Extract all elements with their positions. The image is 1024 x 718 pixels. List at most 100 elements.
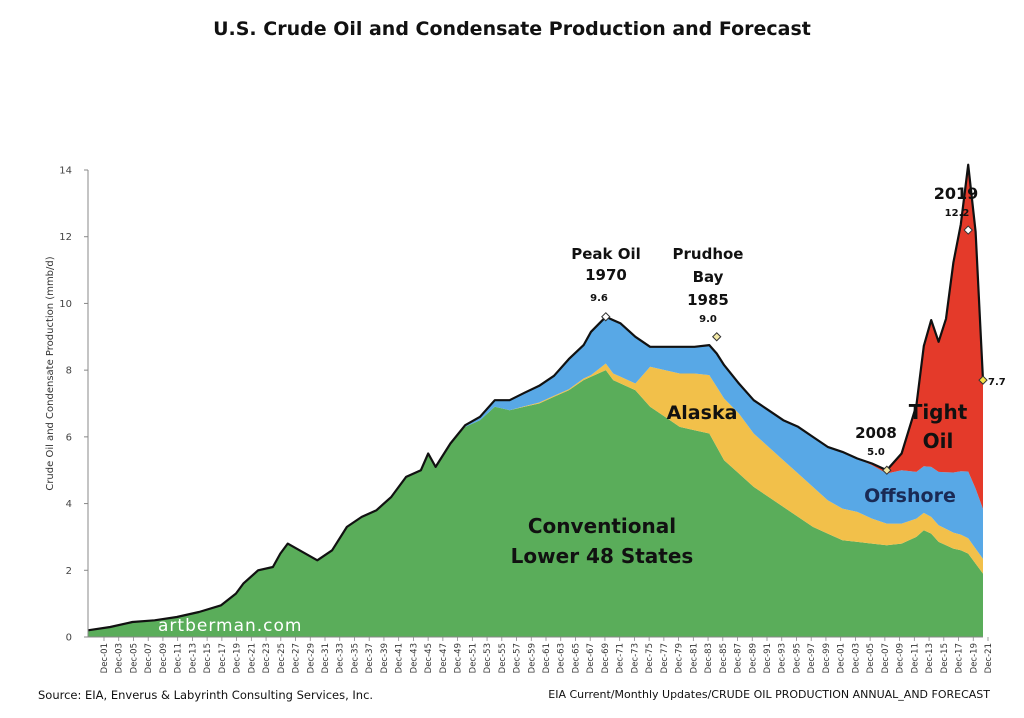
x-tick-label: Dec-01 xyxy=(100,643,110,673)
labels-layer: Peak Oil 1970 9.6 Prudhoe Bay 1985 9.0 2008 5.0 2… xyxy=(158,184,1006,636)
source-left: Source: EIA, Enverus & Labyrinth Consult… xyxy=(38,688,374,702)
x-tick-label: Dec-05 xyxy=(129,643,139,673)
watermark: artberman.com xyxy=(158,616,302,636)
marker-diamond xyxy=(601,312,611,322)
x-tick-label: Dec-99 xyxy=(822,643,832,673)
x-tick-label: Dec-07 xyxy=(881,643,891,673)
x-tick-label: Dec-75 xyxy=(645,643,655,673)
x-tick-label: Dec-01 xyxy=(837,643,847,673)
x-tick-label: Dec-71 xyxy=(616,643,626,673)
x-tick-label: Dec-11 xyxy=(174,643,184,673)
x-tick-label: Dec-51 xyxy=(468,643,478,673)
x-tick-label: Dec-77 xyxy=(660,643,670,673)
annotation-end-value: 7.7 xyxy=(988,377,1006,388)
x-tick-label: Dec-09 xyxy=(896,643,906,673)
x-tick-label: Dec-09 xyxy=(159,643,169,673)
source-right: EIA Current/Monthly Updates/CRUDE OIL PR… xyxy=(548,688,990,701)
x-tick-label: Dec-97 xyxy=(807,643,817,673)
x-tick-label: Dec-61 xyxy=(542,643,552,673)
x-tick-label: Dec-37 xyxy=(365,643,375,673)
x-tick-label: Dec-27 xyxy=(292,643,302,673)
x-tick-label: Dec-95 xyxy=(792,643,802,673)
y-tick-label: 2 xyxy=(66,566,72,577)
label-conventional-line1: Conventional xyxy=(528,514,676,538)
x-tick-label: Dec-67 xyxy=(586,643,596,673)
y-tick-label: 12 xyxy=(59,232,72,243)
label-tight-line1: Tight xyxy=(909,400,968,424)
x-tick-label: Dec-91 xyxy=(763,643,773,673)
y-tick-label: 6 xyxy=(66,432,72,443)
x-tick-label: Dec-29 xyxy=(306,643,316,673)
x-tick-label: Dec-55 xyxy=(498,643,508,673)
x-tick-label: Dec-57 xyxy=(513,643,523,673)
x-tick-label: Dec-87 xyxy=(734,643,744,673)
annotation-2019-value: 12.2 xyxy=(945,208,970,219)
label-conventional-line2: Lower 48 States xyxy=(511,544,694,568)
x-tick-label: Dec-03 xyxy=(115,643,125,673)
y-tick-label: 0 xyxy=(66,633,72,644)
x-tick-label: Dec-15 xyxy=(940,643,950,673)
x-tick-label: Dec-21 xyxy=(984,643,994,673)
x-tick-label: Dec-79 xyxy=(675,643,685,673)
x-tick-label: Dec-31 xyxy=(321,643,331,673)
annotation-peak-oil-line1: Peak Oil xyxy=(571,245,641,263)
x-tick-label: Dec-23 xyxy=(262,643,272,673)
x-tick-label: Dec-21 xyxy=(247,643,257,673)
label-offshore: Offshore xyxy=(864,485,956,507)
x-tick-label: Dec-85 xyxy=(719,643,729,673)
marker-diamond xyxy=(963,225,973,235)
x-tick-label: Dec-59 xyxy=(527,643,537,673)
y-tick-label: 4 xyxy=(66,499,72,510)
chart-title: U.S. Crude Oil and Condensate Production… xyxy=(213,18,811,40)
x-tick-label: Dec-83 xyxy=(704,643,714,673)
x-tick-label: Dec-33 xyxy=(336,643,346,673)
y-tick-label: 10 xyxy=(59,299,72,310)
x-tick-label: Dec-17 xyxy=(218,643,228,673)
x-tick-label: Dec-19 xyxy=(969,643,979,673)
x-tick-label: Dec-47 xyxy=(439,643,449,673)
annotation-peak-oil-value: 9.6 xyxy=(590,293,608,304)
annotation-peak-oil-line2: 1970 xyxy=(585,266,627,284)
x-tick-label: Dec-93 xyxy=(778,643,788,673)
area-offshore xyxy=(88,316,983,631)
x-tick-label: Dec-35 xyxy=(350,643,360,673)
x-tick-label: Dec-49 xyxy=(454,643,464,673)
axis-layer: 0 2 4 6 8 10 12 14 Crude Oil and Condensate Prod… xyxy=(45,166,994,674)
x-tick-label: Dec-13 xyxy=(188,643,198,673)
annotation-prudhoe-line1: Prudhoe xyxy=(673,245,744,263)
x-tick-label: Dec-13 xyxy=(925,643,935,673)
x-tick-label: Dec-39 xyxy=(380,643,390,673)
x-tick-label: Dec-15 xyxy=(203,643,213,673)
x-tick-label: Dec-05 xyxy=(866,643,876,673)
x-tick-label: Dec-11 xyxy=(910,643,920,673)
annotation-2008-label: 2008 xyxy=(855,424,897,442)
x-tick-label: Dec-43 xyxy=(409,643,419,673)
label-tight-line2: Oil xyxy=(923,429,954,453)
x-tick-label: Dec-81 xyxy=(689,643,699,673)
x-tick-label: Dec-19 xyxy=(233,643,243,673)
label-alaska: Alaska xyxy=(667,402,738,424)
area-conventional-lower-48-states xyxy=(88,370,983,637)
x-tick-label: Dec-63 xyxy=(557,643,567,673)
x-tick-label: Dec-17 xyxy=(955,643,965,673)
annotation-prudhoe-value: 9.0 xyxy=(699,314,717,325)
y-axis-title: Crude Oil and Condensate Production (mmb… xyxy=(45,256,56,490)
annotation-2008-value: 5.0 xyxy=(867,447,885,458)
x-tick-label: Dec-73 xyxy=(630,643,640,673)
annotation-2019-label: 2019 xyxy=(934,184,979,203)
x-tick-label: Dec-69 xyxy=(601,643,611,673)
annotation-prudhoe-line2: Bay xyxy=(693,268,724,286)
y-tick-label: 14 xyxy=(59,166,72,177)
x-tick-label: Dec-89 xyxy=(748,643,758,673)
y-tick-label: 8 xyxy=(66,366,72,377)
x-tick-label: Dec-45 xyxy=(424,643,434,673)
marker-diamond xyxy=(882,465,892,475)
x-tick-label: Dec-53 xyxy=(483,643,493,673)
x-tick-label: Dec-03 xyxy=(851,643,861,673)
marker-diamond xyxy=(712,332,722,342)
x-tick-label: Dec-41 xyxy=(395,643,405,673)
area-alaska xyxy=(88,363,983,631)
annotation-prudhoe-line3: 1985 xyxy=(687,291,729,309)
x-tick-label: Dec-65 xyxy=(571,643,581,673)
